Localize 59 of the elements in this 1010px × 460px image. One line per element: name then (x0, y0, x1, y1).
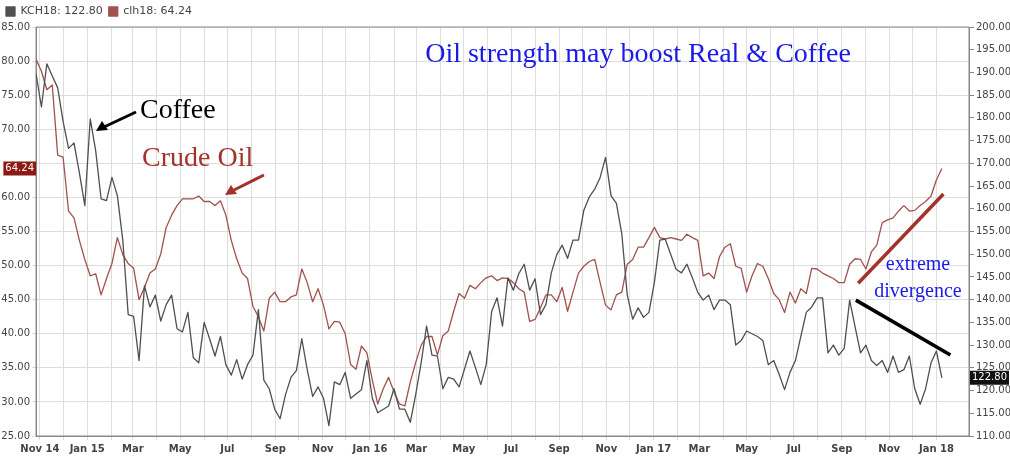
y-tick-label: 80.00 (1, 54, 30, 66)
x-tick-label: May (735, 442, 759, 454)
annotation: extreme divergence (874, 252, 962, 302)
annotation: Crude Oil (142, 141, 254, 172)
x-tick-label: Nov (311, 442, 335, 454)
y2-tick-label: 165.00 (976, 179, 1010, 191)
y2-tick-label: 145.00 (976, 270, 1010, 282)
x-tick-label: Mar (405, 442, 428, 454)
x-tick-label: Jul (219, 442, 235, 454)
y2-tick-label: 115.00 (976, 406, 1010, 418)
y2-tick-label: 190.00 (976, 66, 1010, 78)
y-tick-label: 50.00 (1, 259, 30, 271)
y2-tick-label: 160.00 (976, 202, 1010, 214)
x-tick-label: Nov (878, 442, 901, 454)
x-tick-label: Jan 17 (635, 442, 672, 454)
x-tick-label: Nov 14 (20, 442, 60, 454)
text: 64.24 (5, 162, 35, 174)
y2-tick-label: 140.00 (976, 293, 1010, 305)
y2-tick-label: 195.00 (976, 43, 1010, 55)
x-tick-label: May (168, 442, 193, 454)
text: 122.80 (972, 371, 1007, 383)
y-tick-label: 55.00 (1, 225, 30, 237)
x-tick-label: Sep (264, 442, 287, 454)
y2-tick-label: 125.00 (976, 361, 1010, 373)
y2-tick-label: 135.00 (976, 315, 1010, 327)
y2-tick-label: 200.00 (976, 20, 1010, 32)
y2-tick-label: 120.00 (976, 384, 1010, 396)
y-tick-label: 25.00 (1, 429, 30, 441)
x-tick-label: Nov (595, 442, 618, 454)
y-tick-label: 85.00 (1, 20, 30, 32)
x-tick-label: Mar (122, 442, 144, 454)
y2-tick-label: 150.00 (976, 247, 1010, 259)
x-tick-label: Jan 16 (351, 442, 388, 454)
y-tick-label: 40.00 (1, 327, 30, 339)
x-tick-label: Sep (548, 442, 570, 454)
legend-label: clh18: 64.24 (123, 4, 193, 18)
chart-title: Oil strength may boost Real & Coffee (425, 37, 851, 68)
y2-tick-label: 110.00 (976, 429, 1010, 441)
y-tick-label: 35.00 (1, 361, 30, 373)
x-tick-label: May (452, 442, 476, 454)
x-tick-label: Jul (502, 442, 519, 454)
y2-tick-label: 185.00 (976, 88, 1010, 100)
x-tick-label: Jan 18 (917, 442, 954, 454)
x-tick-label: Sep (831, 442, 853, 454)
y2-tick-label: 170.00 (976, 156, 1010, 168)
y2-tick-label: 155.00 (976, 225, 1010, 237)
annotation: Coffee (140, 93, 216, 124)
y2-tick-label: 180.00 (976, 111, 1010, 123)
y-tick-label: 30.00 (1, 395, 30, 407)
y-tick-label: 60.00 (1, 191, 30, 203)
x-tick-label: Jan 15 (68, 442, 105, 454)
y2-tick-label: 175.00 (976, 134, 1010, 146)
y2-tick-label: 130.00 (976, 338, 1010, 350)
x-tick-label: Jul (785, 442, 802, 454)
x-tick-label: Mar (688, 442, 711, 454)
y-tick-label: 70.00 (1, 122, 30, 134)
legend-label: KCH18: 122.80 (20, 4, 103, 18)
y-tick-label: 75.00 (1, 88, 30, 100)
y-tick-label: 45.00 (1, 293, 30, 305)
